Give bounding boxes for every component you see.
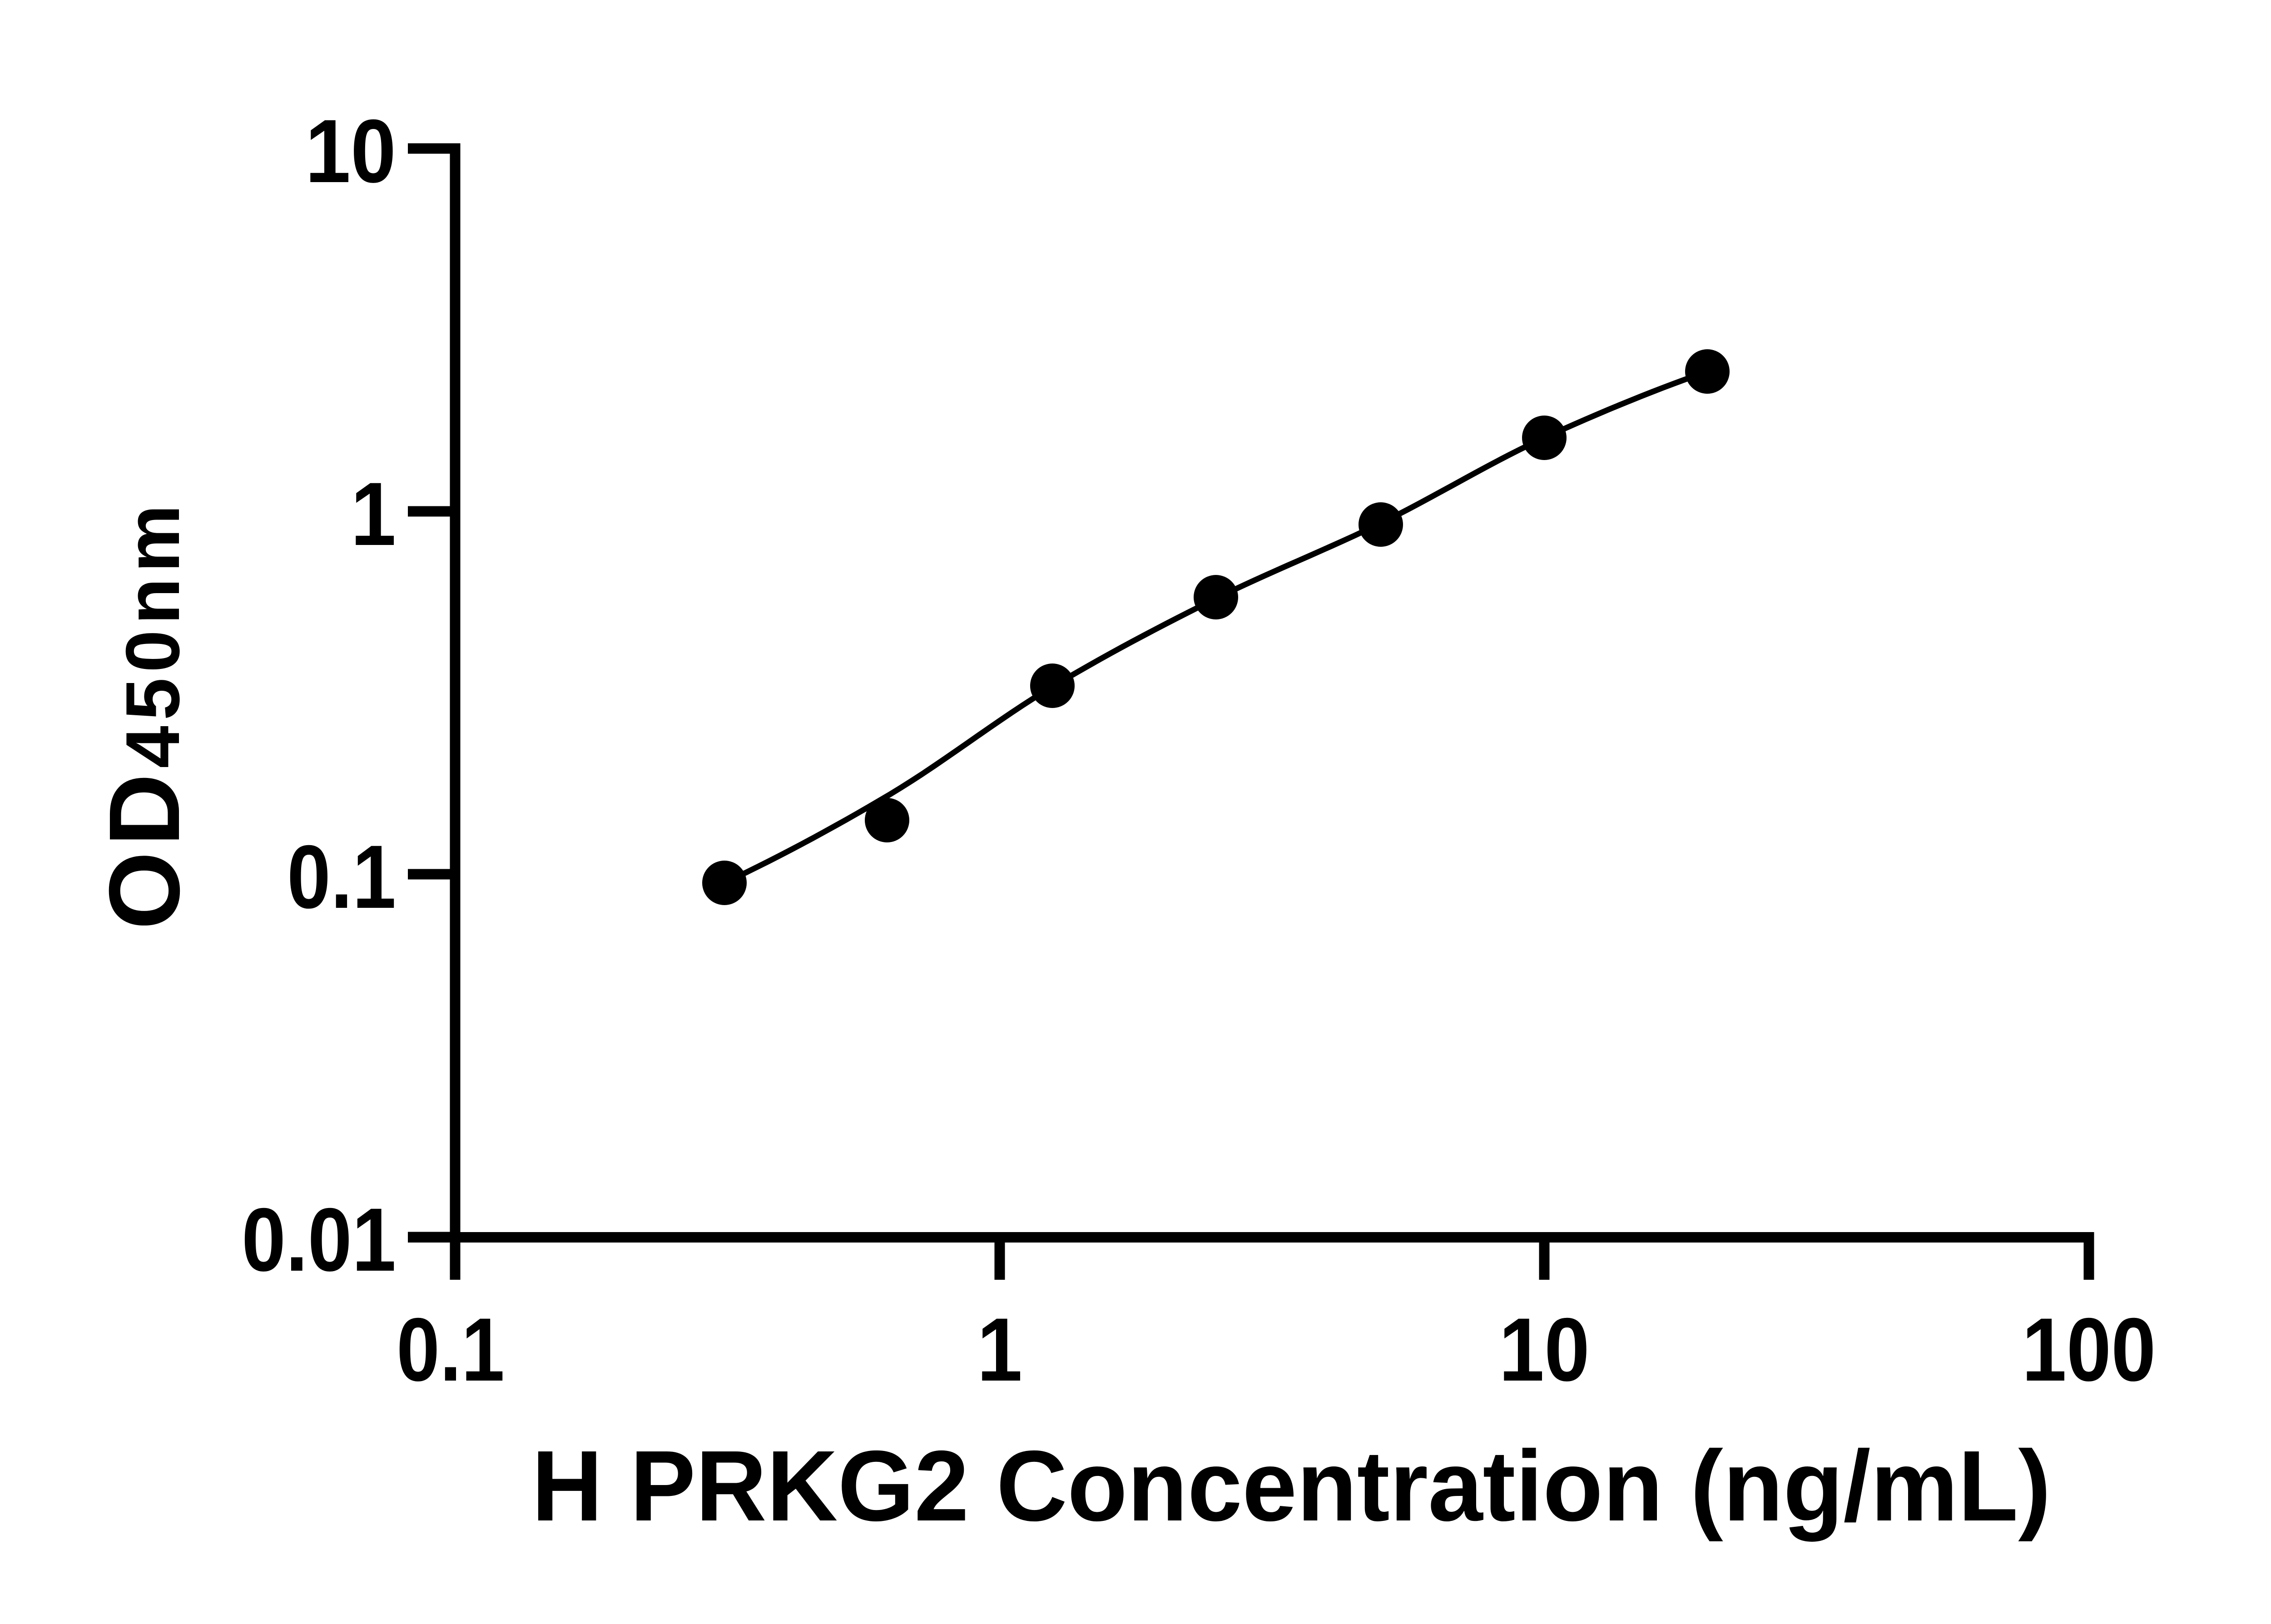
svg-text:1: 1 bbox=[351, 464, 396, 564]
svg-text:0.1: 0.1 bbox=[287, 827, 396, 927]
svg-text:10: 10 bbox=[305, 101, 396, 201]
svg-text:10: 10 bbox=[1499, 1299, 1590, 1400]
svg-text:1: 1 bbox=[977, 1299, 1022, 1400]
svg-text:0.01: 0.01 bbox=[242, 1189, 396, 1290]
svg-text:0.1: 0.1 bbox=[397, 1299, 505, 1400]
svg-text:H PRKG2 Concentration (ng/mL): H PRKG2 Concentration (ng/mL) bbox=[532, 1430, 2051, 1542]
svg-text:100: 100 bbox=[2022, 1299, 2156, 1400]
